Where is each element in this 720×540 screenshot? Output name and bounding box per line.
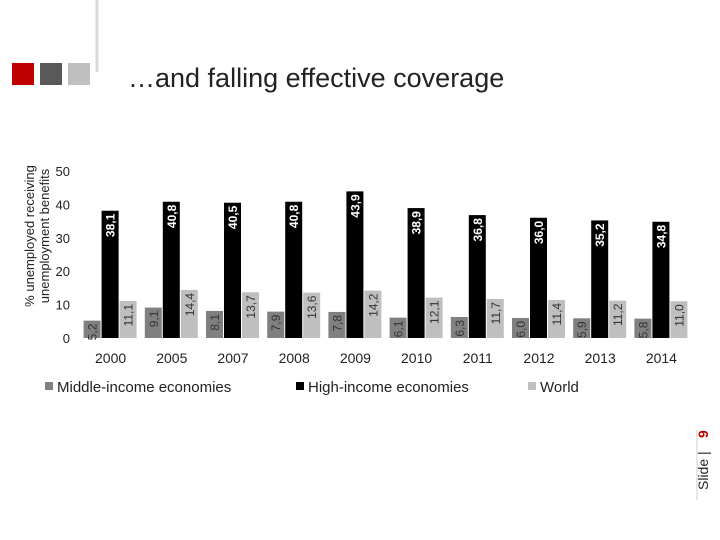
bar <box>670 301 688 338</box>
value-label: 6,3 <box>453 320 467 337</box>
value-label: 43,9 <box>348 194 362 218</box>
y-tick-label: 20 <box>56 264 70 279</box>
decor-square <box>40 63 62 85</box>
x-tick-label: 2010 <box>401 350 432 366</box>
y-tick-label: 30 <box>56 231 70 246</box>
bar <box>450 316 468 338</box>
value-label: 40,8 <box>165 204 179 228</box>
value-label: 13,7 <box>244 295 258 319</box>
bar <box>303 292 321 338</box>
bar <box>634 318 652 338</box>
bar <box>267 311 285 338</box>
value-label: 40,8 <box>287 204 301 228</box>
x-tick-label: 2012 <box>523 350 554 366</box>
bar <box>530 217 547 338</box>
bar <box>425 297 443 338</box>
bar <box>389 317 407 338</box>
legend-swatch <box>296 382 304 390</box>
bar <box>242 292 259 338</box>
bar <box>548 299 565 338</box>
bar <box>328 311 346 338</box>
x-tick-label: 2013 <box>585 350 616 366</box>
value-label: 5,8 <box>636 321 650 338</box>
bar <box>652 221 670 338</box>
x-tick-label: 2008 <box>279 350 310 366</box>
bar <box>591 220 609 338</box>
bar <box>407 208 425 338</box>
bar <box>206 310 223 338</box>
x-tick-label: 2005 <box>156 350 187 366</box>
value-label: 11,2 <box>611 303 625 326</box>
decor-square <box>12 63 34 85</box>
value-label: 11,7 <box>489 302 503 325</box>
value-label: 11,4 <box>550 303 564 326</box>
y-axis-label: unemployment benefits <box>37 168 52 303</box>
bar <box>224 202 241 338</box>
value-label: 6,1 <box>392 320 406 337</box>
bar <box>101 210 119 338</box>
x-tick-label: 2000 <box>95 350 126 366</box>
y-tick-label: 0 <box>63 331 70 346</box>
bar <box>144 307 162 338</box>
value-label: 14,2 <box>366 293 380 317</box>
legend-swatch <box>528 382 536 390</box>
bar <box>573 318 591 338</box>
bar <box>119 300 137 338</box>
value-label: 36,8 <box>471 218 485 242</box>
bar <box>364 290 382 338</box>
bar <box>162 201 180 338</box>
value-label: 6,0 <box>514 321 528 338</box>
bar <box>285 201 303 338</box>
value-label: 34,8 <box>654 224 668 248</box>
value-label: 13,6 <box>305 295 319 319</box>
bar <box>83 320 101 338</box>
legend-label: High-income economies <box>308 379 469 396</box>
value-label: 38,9 <box>410 211 424 235</box>
slide-title: …and falling effective coverage <box>128 63 504 93</box>
y-tick-label: 40 <box>56 197 70 212</box>
value-label: 11,0 <box>672 304 686 327</box>
legend-label: World <box>540 379 579 396</box>
value-label: 35,2 <box>593 223 607 247</box>
decor-square <box>68 63 90 85</box>
value-label: 38,1 <box>104 213 118 237</box>
x-tick-label: 2014 <box>646 350 677 366</box>
value-label: 8,1 <box>208 314 222 331</box>
value-label: 5,2 <box>86 323 100 340</box>
slide-label: Slide | <box>695 451 711 490</box>
y-axis-label: % unemployed receiving <box>22 165 37 307</box>
value-label: 7,9 <box>269 314 283 331</box>
y-tick-label: 10 <box>56 298 70 313</box>
value-label: 11,1 <box>122 304 136 327</box>
value-label: 40,5 <box>226 205 240 229</box>
value-label: 14,4 <box>183 293 197 317</box>
x-tick-label: 2009 <box>340 350 371 366</box>
value-label: 12,1 <box>428 300 442 324</box>
bar <box>486 298 504 338</box>
bar <box>512 317 529 338</box>
bar <box>346 191 364 338</box>
legend-label: Middle-income economies <box>57 379 231 396</box>
x-tick-label: 2011 <box>463 350 493 366</box>
value-label: 5,9 <box>575 321 589 338</box>
value-label: 7,8 <box>330 315 344 332</box>
slide-number: 9 <box>695 430 711 438</box>
value-label: 36,0 <box>532 220 546 244</box>
bar <box>609 300 627 338</box>
value-label: 9,1 <box>147 310 161 327</box>
y-tick-label: 50 <box>56 164 70 179</box>
x-tick-label: 2007 <box>217 350 248 366</box>
bar <box>180 289 198 338</box>
bar <box>468 215 486 338</box>
legend-swatch <box>45 382 53 390</box>
